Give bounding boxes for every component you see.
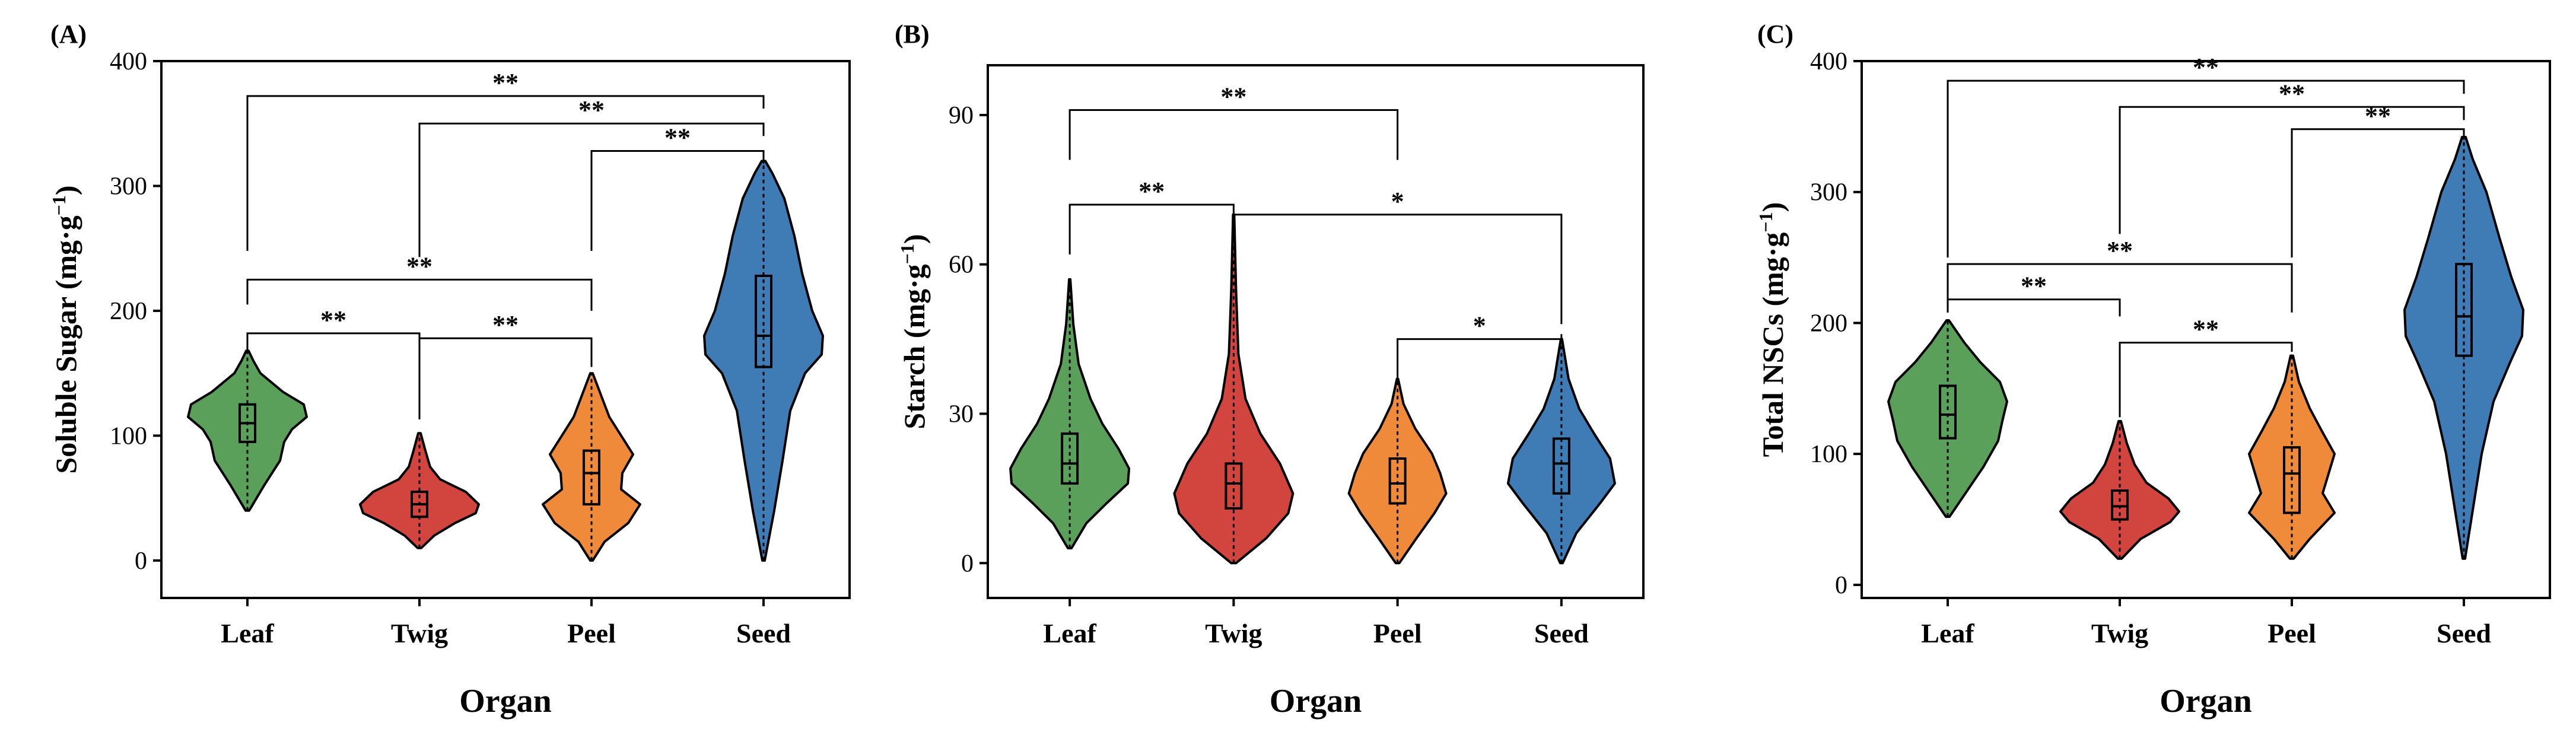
x-tick-label: Seed (1534, 618, 1589, 648)
significance-label: ** (2193, 53, 2219, 82)
significance-bracket (1947, 79, 2465, 258)
box-leaf (1061, 432, 1079, 485)
y-tick-label: 0 (135, 548, 147, 575)
significance-label: ** (492, 310, 519, 339)
significance-bracket (1068, 109, 1399, 160)
x-tick-label: Peel (2267, 618, 2316, 648)
box-peel (583, 449, 600, 506)
significance-label: ** (2193, 315, 2219, 344)
x-tick-label: Peel (1373, 618, 1422, 648)
box-twig (2111, 489, 2129, 521)
significance-bracket (418, 122, 765, 257)
box-peel (2283, 446, 2301, 514)
box-peel (1388, 457, 1407, 505)
y-tick-label: 90 (949, 102, 974, 129)
box-twig (1225, 462, 1243, 510)
significance-label: ** (406, 252, 432, 281)
significance-label: * (1391, 187, 1404, 216)
significance-label: ** (2021, 272, 2047, 301)
significance-label: ** (2107, 236, 2133, 265)
significance-bracket (1947, 298, 2121, 317)
significance-bracket (418, 337, 593, 420)
box-leaf (1939, 384, 1957, 440)
significance-label: ** (578, 96, 605, 125)
significance-label: ** (1220, 82, 1246, 112)
panel-3: (C) 0 100 200 300 400 Leaf Twig Peel Seed Organ Tot… (1755, 20, 2551, 720)
y-tick-label: 60 (949, 252, 974, 279)
box-seed (1552, 437, 1570, 495)
significance-bracket (246, 95, 765, 251)
x-tick-label: Twig (391, 618, 448, 648)
x-axis-label: Organ (459, 683, 552, 720)
x-tick-label: Leaf (221, 618, 274, 648)
x-tick-label: Twig (1205, 618, 1262, 648)
x-tick-label: Peel (567, 618, 616, 648)
y-tick-label: 400 (110, 48, 147, 75)
significance-label: ** (2279, 79, 2305, 108)
y-tick-label: 200 (1810, 310, 1847, 337)
y-tick-label: 100 (1810, 441, 1847, 468)
y-axis-label: Total NSCs (mg·g−1) (1755, 202, 1789, 457)
significance-label: ** (1138, 177, 1165, 206)
significance-bracket (246, 278, 593, 311)
x-axis-label: Organ (1270, 683, 1362, 720)
y-tick-label: 200 (110, 298, 147, 325)
y-axis-label: Soluble Sugar (mg·g−1) (48, 185, 82, 473)
panel-label: (A) (50, 20, 87, 49)
y-axis-label: Starch (mg·g−1) (896, 234, 931, 429)
significance-label: ** (2365, 101, 2391, 131)
y-tick-label: 0 (1835, 572, 1847, 599)
violin-peel (1347, 377, 1448, 565)
significance-bracket (2291, 128, 2465, 258)
violin-leaf (1887, 319, 2008, 518)
significance-label: ** (492, 68, 519, 97)
significance-bracket (2119, 342, 2293, 418)
x-tick-label: Seed (736, 618, 791, 648)
significance-label: * (1473, 311, 1486, 341)
x-tick-label: Twig (2091, 618, 2148, 648)
y-tick-label: 300 (110, 173, 147, 200)
significance-bracket (1232, 209, 1563, 324)
panel-label: (B) (895, 20, 930, 49)
panel-1: (A) 0 100 200 300 400 Leaf Twig Peel Seed Organ Sol… (48, 20, 851, 720)
y-tick-label: 100 (110, 422, 147, 450)
y-tick-label: 300 (1810, 179, 1847, 206)
significance-bracket (1947, 263, 2293, 313)
significance-bracket (1068, 203, 1235, 254)
y-tick-label: 0 (961, 550, 974, 577)
y-tick-label: 400 (1810, 48, 1847, 75)
box-seed (755, 275, 772, 368)
box-seed (2455, 263, 2473, 357)
plot-frame (1861, 60, 2551, 599)
panel-2: (B) 0 30 60 90 Leaf Twig Peel Seed Organ Starch (m… (895, 20, 1645, 720)
x-tick-label: Leaf (1921, 618, 1974, 648)
panel-label: (C) (1757, 20, 1793, 49)
x-axis-label: Organ (2160, 683, 2252, 720)
significance-bracket (1397, 334, 1563, 384)
significance-label: ** (664, 123, 691, 152)
violin-leaf (1009, 278, 1131, 550)
significance-bracket (590, 150, 765, 251)
significance-label: ** (320, 306, 346, 335)
plot-frame (987, 64, 1645, 599)
x-tick-label: Leaf (1043, 618, 1096, 648)
y-tick-label: 30 (949, 400, 974, 428)
violin-seed (1506, 338, 1616, 565)
plot-frame (160, 60, 851, 599)
x-tick-label: Seed (2437, 618, 2491, 648)
significance-bracket (2119, 106, 2465, 234)
